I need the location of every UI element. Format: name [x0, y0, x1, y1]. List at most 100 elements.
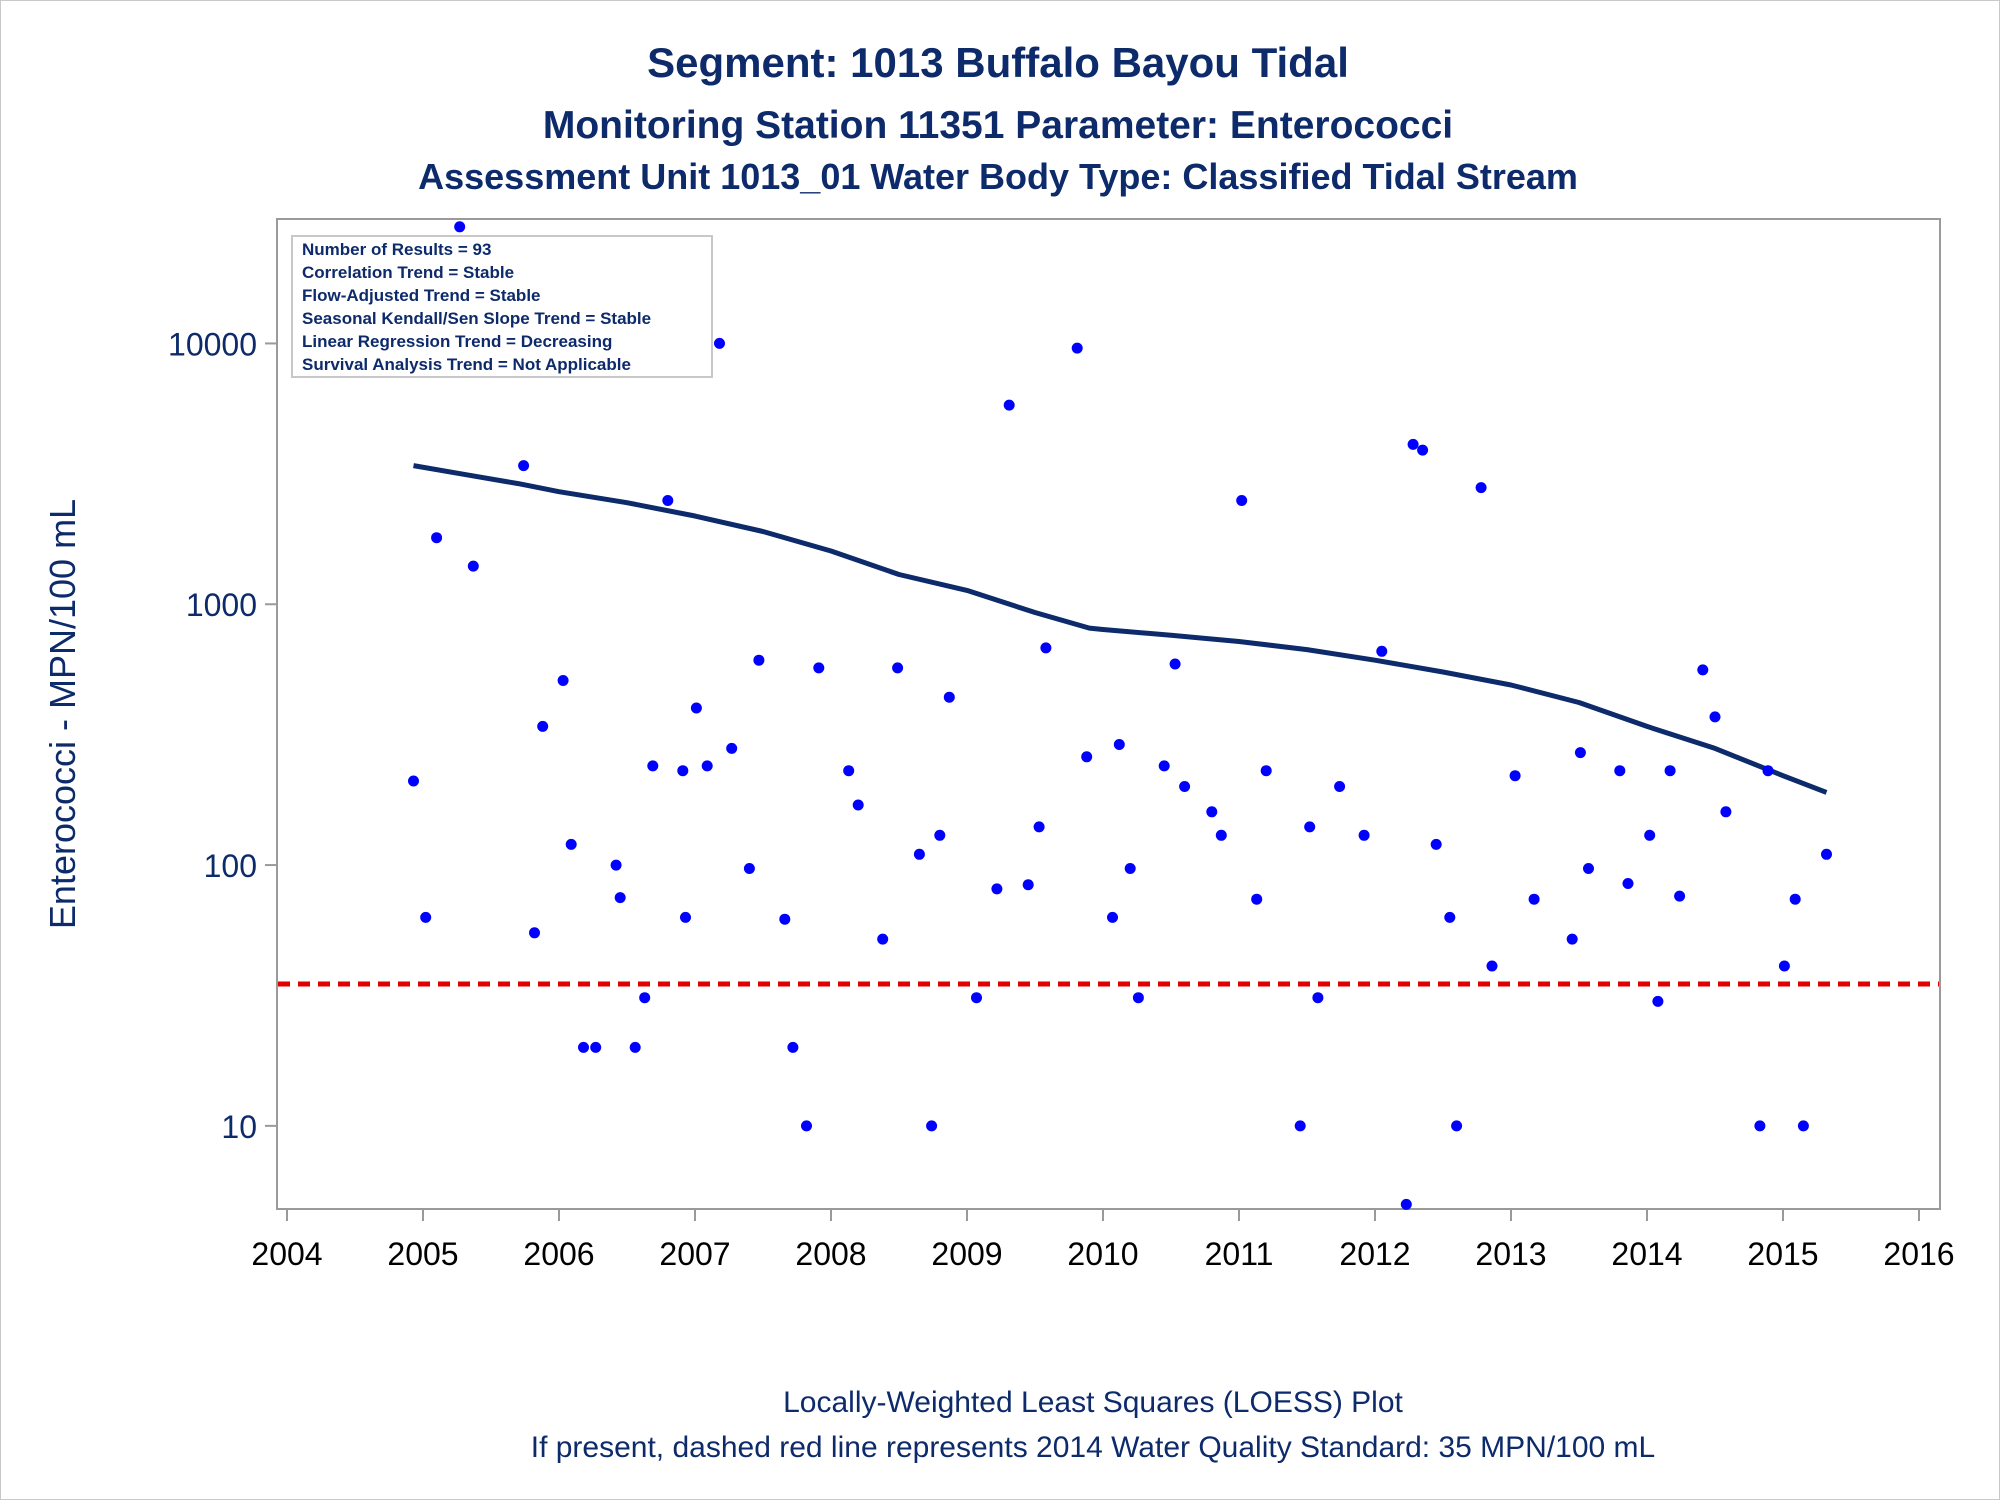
data-point	[787, 1041, 799, 1053]
y-axis-label: Enterococci - MPN/100 mL	[42, 499, 83, 929]
stats-line-survival: Survival Analysis Trend = Not Applicable	[302, 355, 631, 374]
data-point	[1294, 1120, 1306, 1132]
data-point	[926, 1120, 938, 1132]
stats-line-correlation: Correlation Trend = Stable	[302, 263, 514, 282]
data-point	[779, 913, 791, 925]
chart-subtitle-station: Monitoring Station 11351 Parameter: Ente…	[543, 104, 1453, 147]
data-point	[565, 838, 577, 850]
loess-curve-group	[413, 463, 1828, 795]
data-point	[1644, 829, 1656, 841]
data-point	[677, 765, 689, 777]
data-point	[454, 221, 466, 233]
stats-legend-background	[291, 235, 713, 378]
data-point	[420, 911, 432, 923]
x-tick-label: 2011	[1205, 1236, 1274, 1272]
data-point	[892, 662, 904, 674]
data-point	[934, 829, 946, 841]
data-point	[1709, 711, 1721, 723]
footnote-loess: Locally-Weighted Least Squares (LOESS) P…	[783, 1386, 1403, 1419]
data-point	[639, 992, 651, 1004]
data-point	[1169, 658, 1181, 670]
y-axis-ticks: 10 100 1000 10000	[168, 326, 277, 1145]
data-point	[1132, 992, 1144, 1004]
data-point	[537, 720, 549, 732]
data-point	[753, 654, 765, 666]
data-point	[1583, 863, 1594, 874]
data-point	[801, 1120, 812, 1132]
data-point	[1022, 879, 1034, 891]
data-point	[1124, 863, 1136, 874]
data-point	[1071, 342, 1083, 354]
data-point	[726, 742, 738, 754]
data-point	[714, 337, 725, 349]
data-point	[1797, 1120, 1809, 1132]
x-tick-label: 2016	[1883, 1236, 1954, 1272]
data-point	[1475, 482, 1487, 494]
x-tick-label: 2012	[1339, 1236, 1410, 1272]
y-tick-label: 10000	[168, 326, 257, 362]
data-point	[971, 992, 982, 1004]
data-point	[1614, 765, 1626, 777]
data-point	[629, 1041, 641, 1053]
x-tick-label: 2009	[931, 1236, 1002, 1272]
data-point	[1652, 995, 1664, 1007]
loess-curve	[413, 463, 1828, 795]
data-point	[680, 911, 691, 923]
data-point	[1312, 992, 1324, 1004]
data-point	[943, 691, 955, 703]
data-point	[578, 1041, 589, 1053]
x-tick-label: 2015	[1747, 1236, 1818, 1272]
data-point	[1400, 1198, 1412, 1210]
data-point	[467, 560, 479, 572]
data-point	[813, 662, 825, 674]
data-point	[1574, 747, 1586, 759]
data-point	[1251, 893, 1263, 905]
x-tick-label: 2014	[1611, 1236, 1682, 1272]
data-point	[1778, 960, 1790, 972]
data-point	[991, 883, 1003, 895]
data-point	[1081, 751, 1093, 763]
x-tick-label: 2007	[659, 1236, 730, 1272]
data-point	[1697, 664, 1709, 676]
data-point	[1334, 781, 1346, 792]
data-point	[913, 848, 925, 860]
data-point	[1444, 911, 1456, 923]
stats-line-linear-regression: Linear Regression Trend = Decreasing	[302, 332, 612, 351]
data-point	[1304, 821, 1316, 833]
y-tick-label: 1000	[186, 587, 257, 623]
data-point	[1113, 739, 1125, 750]
data-point	[1407, 438, 1419, 450]
data-point	[647, 760, 659, 772]
data-point	[1417, 444, 1429, 456]
data-point	[1215, 829, 1227, 841]
plot-area	[276, 218, 1941, 1210]
stats-line-results: Number of Results = 93	[302, 240, 491, 259]
stats-line-flow-adjusted: Flow-Adjusted Trend = Stable	[302, 286, 541, 305]
data-point	[1789, 893, 1801, 905]
data-point	[1451, 1120, 1463, 1132]
data-point	[852, 799, 864, 811]
data-point	[1754, 1120, 1766, 1132]
data-point	[843, 765, 855, 777]
data-point	[1033, 821, 1045, 833]
data-point	[1622, 878, 1634, 889]
data-point	[662, 495, 674, 506]
data-point	[1040, 642, 1052, 654]
data-point	[1206, 806, 1218, 818]
data-point	[431, 532, 443, 544]
data-point	[590, 1041, 602, 1053]
x-axis-ticks: 2004 2005 2006 2007 2008 2009 2010 2011 2012 2013…	[251, 1209, 1955, 1272]
data-point	[1003, 399, 1015, 411]
data-point	[614, 892, 626, 904]
data-point	[610, 859, 622, 871]
data-point	[518, 460, 530, 472]
data-point	[1358, 829, 1370, 841]
data-point	[1528, 893, 1540, 905]
data-point	[1674, 890, 1686, 902]
data-point	[408, 775, 419, 787]
data-point	[1566, 933, 1578, 945]
data-point	[1107, 911, 1118, 923]
data-point	[743, 863, 755, 874]
footnote-standard: If present, dashed red line represents 2…	[531, 1431, 1656, 1464]
